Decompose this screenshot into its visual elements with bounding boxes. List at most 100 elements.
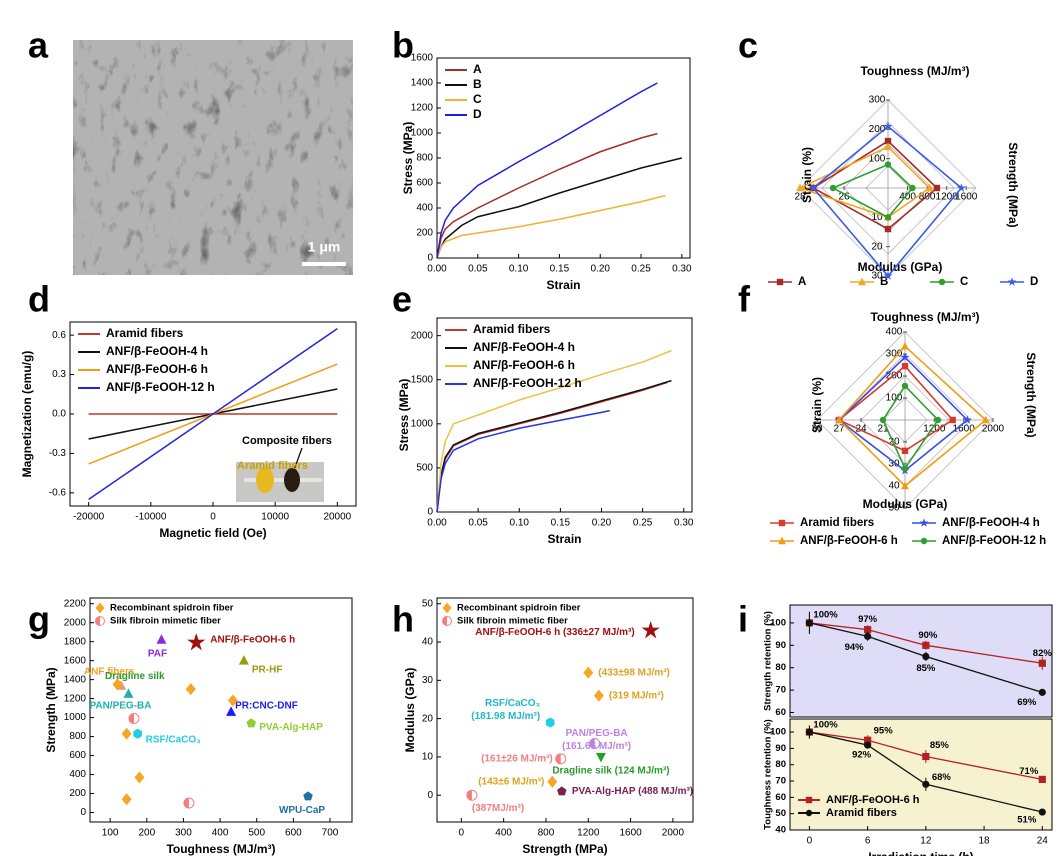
marker [133,728,142,739]
inset-composite-bundle [284,468,300,492]
radar-tick-label: 400 [899,192,916,203]
series-line [436,157,683,259]
x-tick-label: 500 [248,828,265,839]
marker [864,632,872,640]
x-tick-label: 20000 [323,512,351,523]
value-label: 90% [918,630,938,641]
marker [864,626,872,634]
y-tick-label: 1600 [411,53,434,64]
panel-label: b [392,25,414,66]
marker [442,616,452,626]
scale-bar-label: 1 μm [308,239,341,255]
legend-label: Aramid fibers [473,322,551,336]
inset-arrow [293,447,303,471]
point-label: (387MJ/m³) [472,803,524,814]
x-tick-label: 6 [865,836,871,847]
value-label: 69% [1017,697,1037,708]
radar-axis-title: Modulus (GPa) [863,497,948,511]
marker [1007,277,1017,286]
legend-label: ANF/β-FeOOH-12 h [942,535,1046,547]
y-tick-label: 200 [416,228,433,239]
point-label: ANF/β-FeOOH-6 h [210,634,295,645]
legend-label: ANF/β-FeOOH-4 h [106,344,208,358]
marker [593,689,604,702]
point-label: Dragline silk [105,671,165,682]
plot-frame [436,597,694,823]
x-tick-label: 400 [495,828,512,839]
x-tick-label: 24 [1037,836,1049,847]
value-label: 68% [932,772,952,783]
panel-label: f [738,279,751,320]
y-tick-label: 60 [775,707,786,718]
x-tick-label: 0.10 [509,264,529,275]
y-tick-label: 2200 [64,598,87,609]
point-label: (143±6 MJ/m³) [478,776,544,787]
marker [884,142,892,151]
legend-label: Silk fibroin mimetic fiber [457,616,568,627]
radar-tick-label: 2000 [982,424,1005,435]
radar-tick-label: 800 [919,192,936,203]
panel-label: a [28,25,49,66]
marker [557,786,567,796]
y-tick-label: 600 [69,750,86,761]
y-tick-label: 100 [770,617,786,628]
marker [121,793,132,806]
x-tick-label: 1200 [577,828,600,839]
legend-label: Aramid fibers [106,326,184,340]
marker [183,797,195,809]
series-line [436,349,672,513]
radar-axis-title: Strain (%) [810,377,824,433]
marker [829,184,837,192]
x-tick-label: 0.10 [510,518,530,529]
marker [805,619,814,627]
y-tick-label: 20 [422,713,434,724]
marker [933,184,941,192]
y-axis-label: Magnetization (emu/g) [20,351,34,478]
radar-tick-label: 50 [888,503,900,514]
marker [901,465,909,472]
marker [641,620,660,639]
y-tick-label: 100 [770,727,786,738]
marker [938,278,946,286]
radar-axis-title: Strain (%) [800,147,814,203]
marker [246,718,256,728]
legend-label: ANF/β-FeOOH-6 h [473,358,575,372]
x-tick-label: 300 [175,828,192,839]
annotation: Aramid fibers [237,460,308,472]
radar-tick-label: 1600 [953,424,976,435]
inset-aramid-bundle [256,467,274,493]
marker [901,447,909,454]
legend-label: C [960,276,968,288]
x-tick-label: 0 [459,828,465,839]
x-tick-label: 2000 [662,828,685,839]
x-tick-label: 1600 [619,828,642,839]
point-label: PR-HF [252,664,283,675]
marker-half [183,798,189,809]
marker-half [442,616,447,626]
y-tick-label: 2000 [411,330,434,341]
y-tick-label: 0 [427,507,433,518]
y-tick-label: 600 [416,178,433,189]
value-label: 100% [813,720,838,731]
y-tick-label: 60 [775,792,786,803]
x-tick-label: 0.15 [551,518,571,529]
x-tick-label: 0.25 [633,518,653,529]
y-tick-label: 1400 [411,78,434,89]
marker [920,537,928,545]
radar-tick-label: 100 [886,393,903,404]
value-label: 71% [1019,766,1039,777]
marker [949,416,956,424]
y-axis-label: Strength (MPa) [44,667,58,752]
radar-axis-title: Toughness (MJ/m³) [870,310,979,324]
panel-label: h [392,599,414,640]
radar-axis-title: Strength (MPa) [1024,352,1038,437]
marker [112,678,123,691]
x-tick-label: 0.20 [592,518,612,529]
series-line [436,409,610,513]
radar-tick-label: 400 [886,327,903,338]
marker [922,652,930,661]
x-tick-label: 0.00 [427,264,447,275]
y-tick-label: 40 [775,825,786,836]
marker [884,161,892,168]
